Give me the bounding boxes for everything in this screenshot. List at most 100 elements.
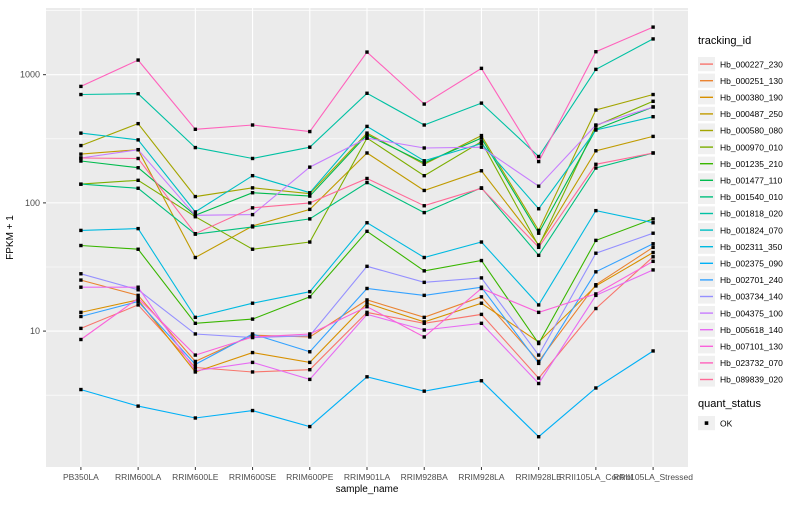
data-point xyxy=(422,173,426,178)
legend-item-label: Hb_000380_190 xyxy=(720,93,783,103)
legend-item-label: Hb_002701_240 xyxy=(720,275,783,285)
data-point xyxy=(651,259,655,264)
data-point xyxy=(422,161,426,165)
data-point xyxy=(136,247,140,251)
data-point xyxy=(422,328,426,332)
legend-item: Hb_002375_090 xyxy=(698,256,783,271)
data-point xyxy=(250,408,255,413)
data-point xyxy=(594,386,598,390)
legend-item: Hb_007101_130 xyxy=(698,339,783,354)
data-point xyxy=(479,145,484,149)
data-point xyxy=(193,145,198,150)
legend-title: tracking_id xyxy=(698,35,751,47)
data-point xyxy=(651,242,655,246)
data-point xyxy=(536,303,541,307)
legend-item-label: Hb_000970_010 xyxy=(720,142,783,152)
legend-item: Hb_005618_140 xyxy=(698,322,783,337)
data-point xyxy=(479,286,484,291)
data-point xyxy=(79,243,83,248)
data-point xyxy=(136,121,140,126)
data-point xyxy=(651,245,655,250)
data-point xyxy=(594,128,598,132)
legend2-item-label: OK xyxy=(720,418,733,428)
data-point xyxy=(308,129,312,134)
data-point xyxy=(536,154,541,159)
legend-item: Hb_000380_190 xyxy=(698,90,783,105)
data-point xyxy=(594,149,598,153)
x-tick-label: RRIM928BA xyxy=(401,472,449,482)
data-point xyxy=(651,115,655,119)
legend-item-label: Hb_000227_230 xyxy=(720,59,783,69)
data-point xyxy=(479,240,484,244)
data-point xyxy=(193,213,198,218)
legend-item: Hb_004375_100 xyxy=(698,306,783,321)
data-point xyxy=(308,367,312,372)
data-point xyxy=(594,284,598,288)
data-point xyxy=(365,50,369,54)
data-point xyxy=(651,217,655,221)
data-point xyxy=(79,285,83,289)
data-point xyxy=(136,293,140,298)
data-point xyxy=(250,225,255,229)
data-point xyxy=(308,191,312,195)
data-point xyxy=(79,156,83,160)
data-point xyxy=(365,176,369,181)
data-point xyxy=(651,221,655,225)
x-tick-label: PB350LA xyxy=(63,472,99,482)
data-point xyxy=(594,292,598,296)
legend-item-label: Hb_002375_090 xyxy=(720,259,783,269)
data-point xyxy=(479,258,484,263)
data-point xyxy=(308,424,312,429)
data-point xyxy=(479,136,484,140)
legend-item-label: Hb_003734_140 xyxy=(720,292,783,302)
legend-item-label: Hb_001477_110 xyxy=(720,176,783,186)
data-point xyxy=(651,231,655,235)
data-point xyxy=(308,295,312,299)
data-point xyxy=(365,221,369,225)
legend: tracking_id Hb_000227_230 Hb_000251_130 Hb_… xyxy=(698,35,783,431)
y-tick-label: 100 xyxy=(25,198,40,208)
data-point xyxy=(536,310,541,315)
legend-item: Hb_002311_350 xyxy=(698,239,783,254)
data-point xyxy=(136,288,140,292)
data-point xyxy=(136,178,140,183)
data-point xyxy=(536,435,541,439)
data-point xyxy=(79,337,83,342)
legend-item-label: Hb_007101_130 xyxy=(720,342,783,352)
data-point xyxy=(536,253,541,258)
data-point xyxy=(422,315,426,320)
y-axis-title: FPKM + 1 xyxy=(5,215,16,260)
data-point xyxy=(308,165,312,169)
data-point xyxy=(365,91,369,95)
data-point xyxy=(479,141,484,146)
y-tick-label: 1000 xyxy=(20,70,40,80)
data-point xyxy=(365,312,369,317)
legend-item-label: Hb_023732_070 xyxy=(720,358,783,368)
data-point xyxy=(536,359,541,364)
data-point xyxy=(308,207,312,212)
data-point xyxy=(79,387,83,392)
data-point xyxy=(136,226,140,231)
data-point xyxy=(536,245,541,250)
data-point xyxy=(136,186,140,190)
data-point xyxy=(250,123,255,127)
data-point xyxy=(365,229,369,234)
axes: 10 100 1000 PB350LA RRIM600LA RRIM600LE RRIM60… xyxy=(20,70,693,482)
data-point xyxy=(136,303,140,307)
data-point xyxy=(308,217,312,221)
data-point xyxy=(536,231,541,235)
data-point xyxy=(422,269,426,273)
data-point xyxy=(193,365,198,370)
data-point xyxy=(422,293,426,298)
data-point xyxy=(308,350,312,354)
x-tick-label: RRIM600LE xyxy=(172,472,219,482)
data-point xyxy=(308,201,312,205)
data-point xyxy=(193,416,198,420)
data-point xyxy=(193,194,198,199)
legend-item: Hb_003734_140 xyxy=(698,289,783,304)
data-point xyxy=(422,389,426,393)
data-point xyxy=(136,147,140,152)
data-point xyxy=(479,379,484,383)
data-point xyxy=(594,270,598,274)
